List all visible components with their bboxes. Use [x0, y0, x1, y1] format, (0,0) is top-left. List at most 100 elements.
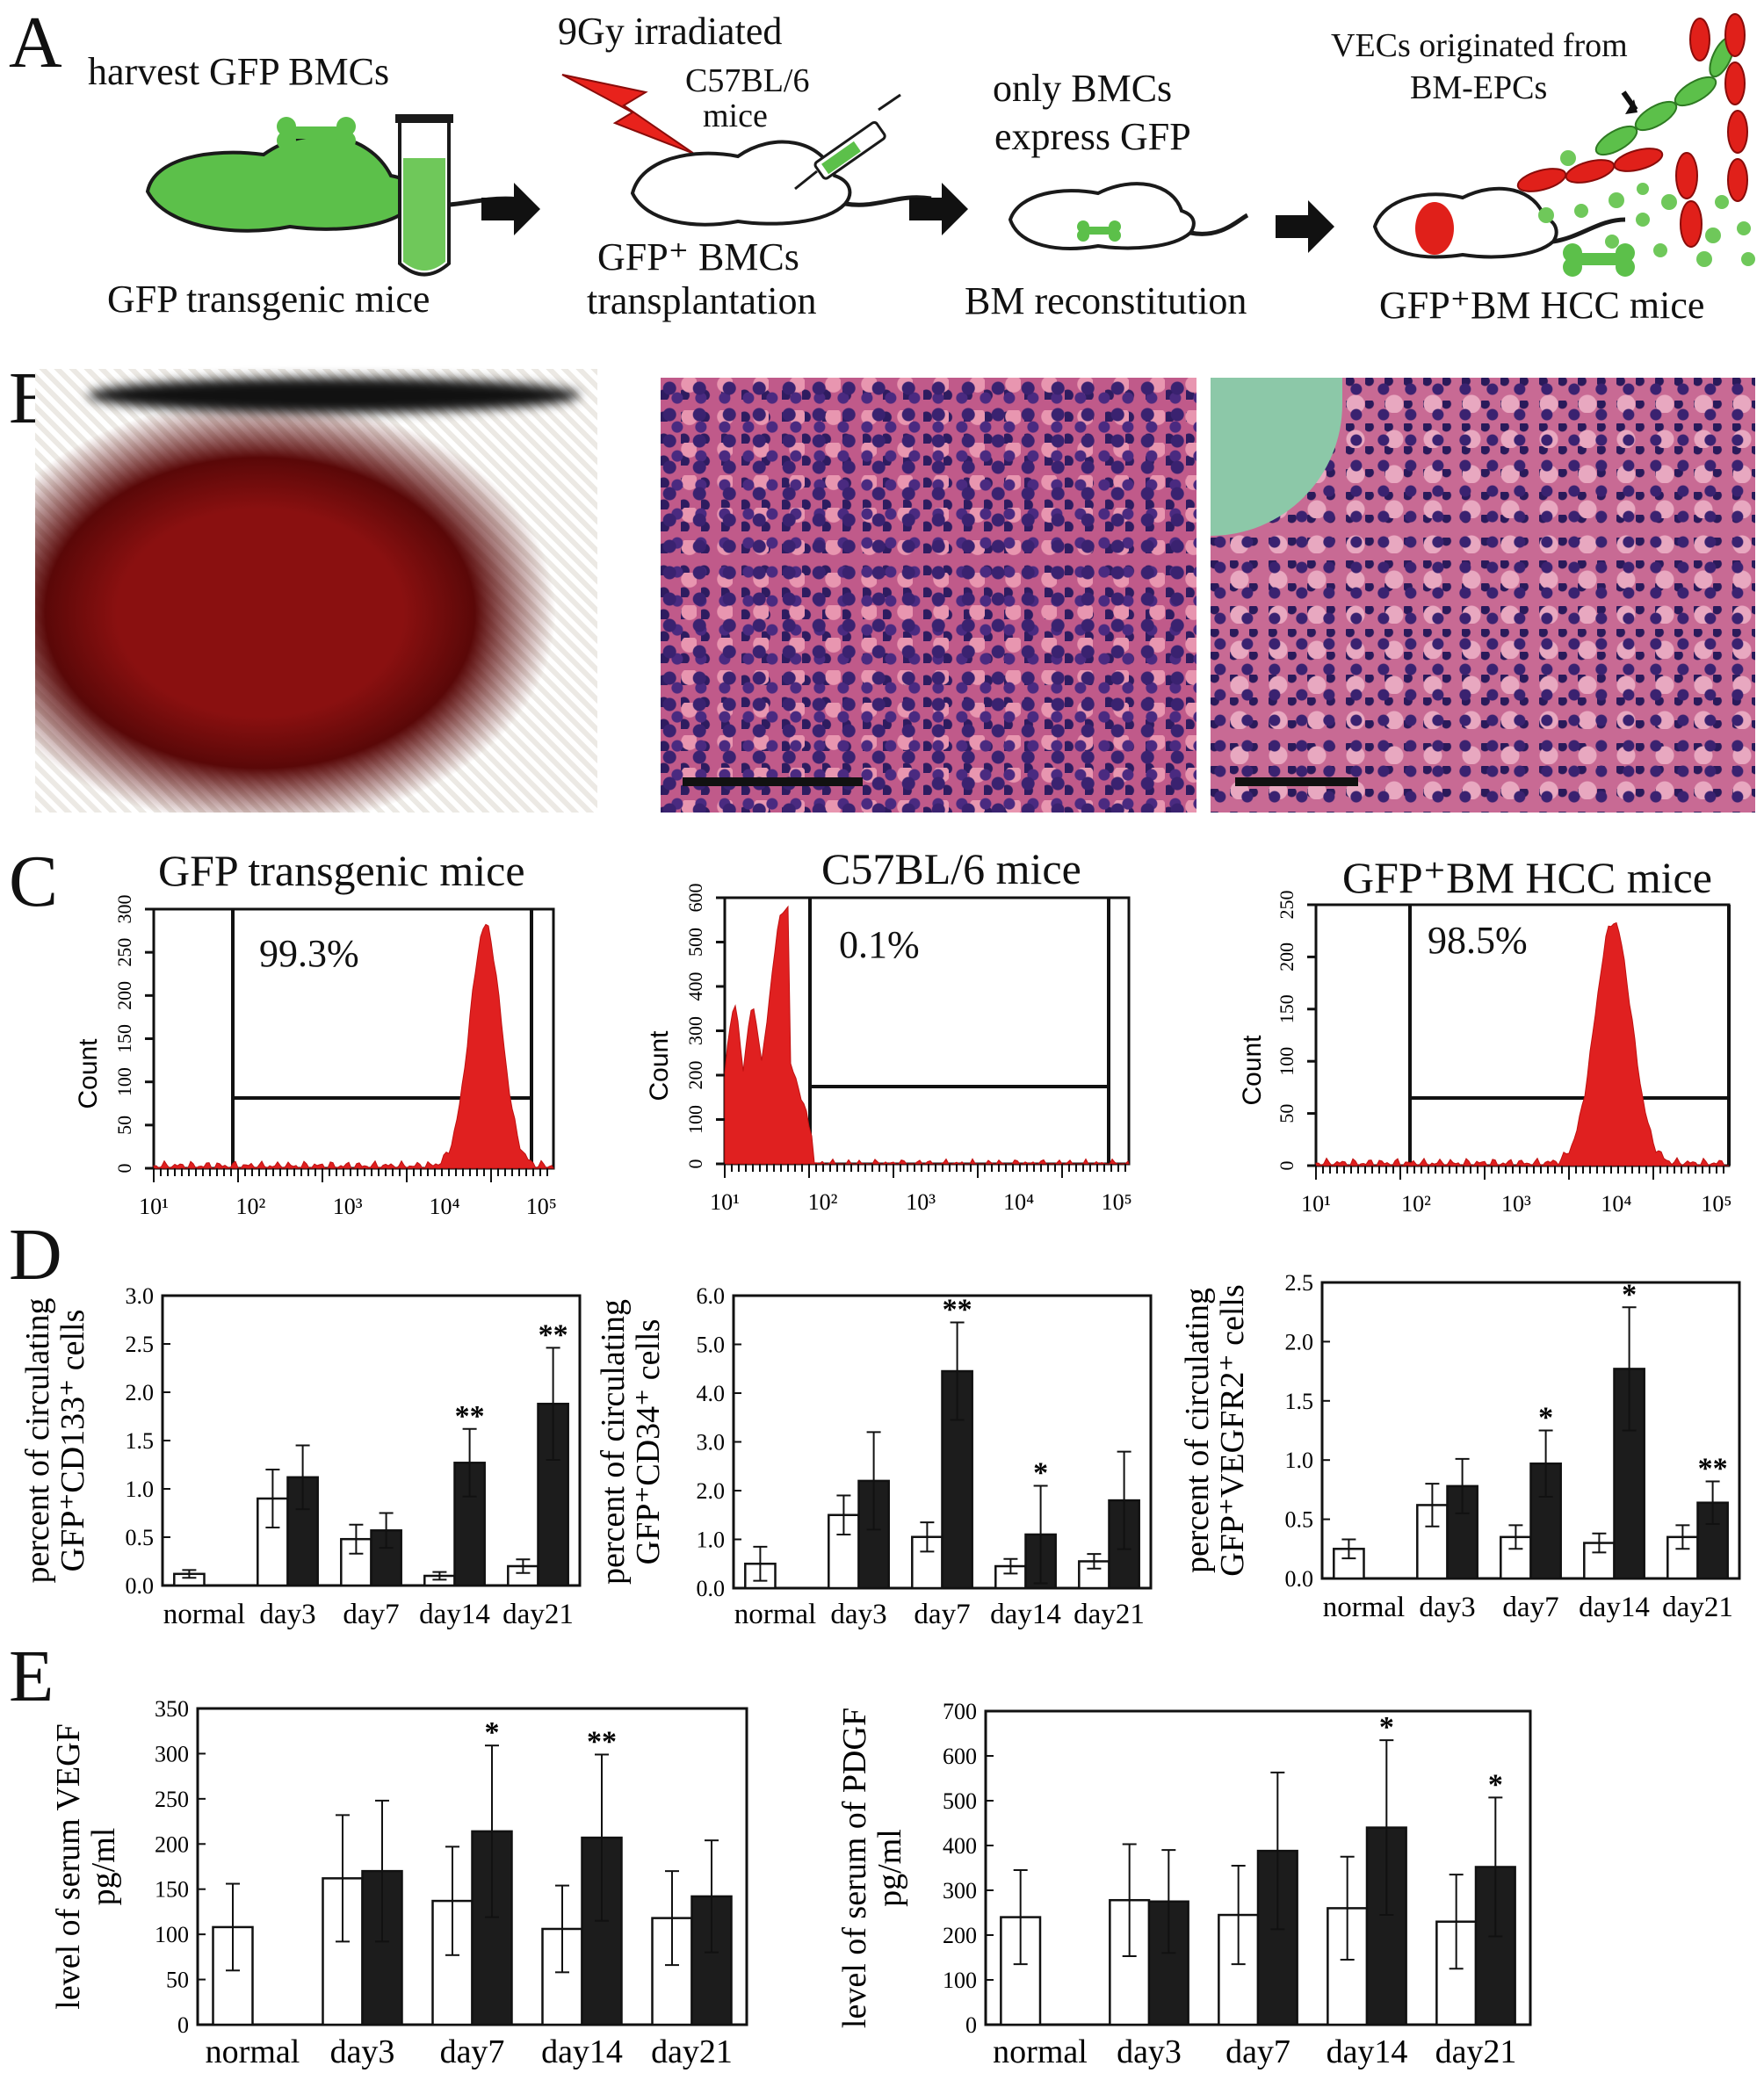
- scale-bar: [683, 777, 863, 786]
- y-tick-label: 100: [113, 1067, 135, 1096]
- step3-title-line2: express GFP: [994, 115, 1191, 158]
- y-tick-label: 0: [1276, 1161, 1298, 1171]
- x-category-label: day14: [990, 1599, 1061, 1630]
- x-category-label: day14: [541, 2033, 623, 2070]
- y-tick-label: 300: [684, 1016, 706, 1045]
- y-axis-label: Count: [645, 1030, 674, 1102]
- significance-marker: *: [485, 1716, 500, 1749]
- y-tick-label: 50: [1276, 1104, 1298, 1123]
- y-tick-label: 400: [943, 1833, 977, 1859]
- y-tick-label: 200: [155, 1831, 189, 1857]
- step1-caption: GFP transgenic mice: [107, 278, 430, 321]
- y-tick-label: 500: [943, 1788, 977, 1814]
- y-tick-label: 200: [1276, 943, 1298, 971]
- y-tick-label: 100: [684, 1105, 706, 1134]
- y-tick-label: 1.0: [126, 1477, 155, 1502]
- y-tick-label: 300: [155, 1741, 189, 1766]
- y-axis-label: GFP⁺CD34⁺ cells: [630, 1319, 667, 1565]
- y-tick-label: 250: [1276, 891, 1298, 920]
- x-category-label: day21: [1662, 1592, 1733, 1623]
- x-tick-label: 10⁵: [1102, 1189, 1132, 1215]
- histogram-plot: 0 100 200 300 400 500 600 10¹ 10² 10³ 10⁴ 10⁵ Count: [645, 884, 1132, 1216]
- clamp-shadow: [88, 378, 580, 413]
- y-tick-label: 0: [965, 2012, 977, 2038]
- x-tick-label: 10⁴: [1601, 1191, 1631, 1217]
- y-tick-label: 700: [943, 1699, 977, 1724]
- x-category-label: day14: [1327, 2033, 1408, 2070]
- y-tick-label: 100: [155, 1922, 189, 1947]
- histogram-title: C57BL/6 mice: [821, 844, 1081, 893]
- y-axis-label: percent of circulating: [1179, 1288, 1216, 1573]
- x-category-label: day7: [440, 2033, 505, 2070]
- y-tick-label: 0.0: [1285, 1566, 1314, 1592]
- y-tick-label: 1.5: [126, 1428, 155, 1454]
- x-tick-label: 10⁵: [526, 1194, 557, 1219]
- x-category-label: normal: [734, 1599, 816, 1630]
- panel-letter-d: D: [9, 1214, 62, 1296]
- x-category-label: day7: [343, 1599, 399, 1630]
- y-tick-label: 100: [943, 1968, 977, 1993]
- panel-letter-a: A: [9, 2, 62, 83]
- step2-mice-line2: mice: [703, 98, 768, 134]
- x-category-label: day21: [651, 2033, 733, 2070]
- significance-marker: *: [1379, 1711, 1394, 1744]
- y-axis-label: level of serum of PDGF: [836, 1708, 873, 2028]
- histogram-plot: 0 50 100 150 200 250 10¹ 10² 10³ 10⁴ 10⁵ Count: [1238, 891, 1731, 1217]
- x-category-label: day7: [1225, 2033, 1290, 2070]
- arrow-icon: [909, 183, 968, 235]
- x-category-label: normal: [1323, 1592, 1405, 1623]
- y-tick-label: 600: [943, 1744, 977, 1769]
- significance-marker: *: [1488, 1768, 1503, 1801]
- gate-percent: 99.3%: [259, 932, 359, 975]
- irradiated-mouse-illustration: [630, 140, 932, 227]
- bone-icon: [1563, 243, 1635, 277]
- y-tick-label: 5.0: [697, 1333, 726, 1358]
- step2-mice-line1: C57BL/6: [685, 62, 810, 99]
- x-category-label: normal: [206, 2033, 300, 2070]
- y-tick-label: 200: [684, 1061, 706, 1090]
- y-axis-label: pg/ml: [871, 1829, 908, 1907]
- y-tick-label: 0.0: [126, 1573, 155, 1599]
- y-axis-label: level of serum VEGF: [50, 1723, 87, 2009]
- y-tick-label: 300: [113, 895, 135, 924]
- x-tick-label: 10¹: [710, 1189, 740, 1215]
- y-tick-label: 200: [113, 981, 135, 1010]
- y-axis-label: percent of circulating: [595, 1299, 632, 1585]
- bar-treated: [1147, 1900, 1189, 2026]
- x-category-label: day3: [1117, 2033, 1182, 2070]
- histology-image-1: [661, 378, 1196, 813]
- y-tick-label: 1.0: [1285, 1448, 1314, 1473]
- y-tick-label: 500: [684, 928, 706, 957]
- panel-letter-c: C: [9, 841, 59, 922]
- gate-percent: 98.5%: [1428, 919, 1528, 962]
- liver-photo: [35, 369, 597, 813]
- x-category-label: day7: [1502, 1592, 1558, 1623]
- significance-marker: *: [1622, 1278, 1637, 1311]
- gate-percent: 0.1%: [839, 923, 920, 966]
- panel-a-illustration: [145, 13, 1755, 277]
- y-tick-label: 250: [113, 938, 135, 967]
- x-category-label: day14: [1579, 1592, 1650, 1623]
- x-category-label: day21: [502, 1599, 574, 1630]
- bone-icon: [277, 117, 356, 150]
- histogram-title: GFP⁺BM HCC mice: [1342, 853, 1712, 902]
- y-axis-label: GFP⁺VEGFR2⁺ cells: [1214, 1284, 1251, 1577]
- significance-marker: **: [455, 1400, 485, 1433]
- bar-chart: 0 50 100 150 200 250 300 350 normal day3 day7 * day1…: [50, 1696, 748, 2070]
- y-tick-label: 6.0: [697, 1283, 726, 1309]
- histogram-series: [153, 923, 554, 1169]
- x-tick-label: 10¹: [1301, 1191, 1331, 1217]
- y-tick-label: 0: [684, 1159, 706, 1169]
- y-tick-label: 100: [1276, 1047, 1298, 1076]
- y-tick-label: 3.0: [697, 1430, 726, 1455]
- y-tick-label: 50: [166, 1968, 189, 1993]
- step3-title-line1: only BMCs: [993, 67, 1173, 110]
- hcc-mouse-illustration: [1372, 186, 1626, 259]
- y-tick-label: 0.5: [1285, 1507, 1314, 1533]
- y-axis-label: percent of circulating: [19, 1298, 56, 1584]
- step3-caption: BM reconstitution: [965, 279, 1247, 322]
- y-tick-label: 350: [155, 1696, 189, 1722]
- x-category-label: normal: [163, 1599, 245, 1630]
